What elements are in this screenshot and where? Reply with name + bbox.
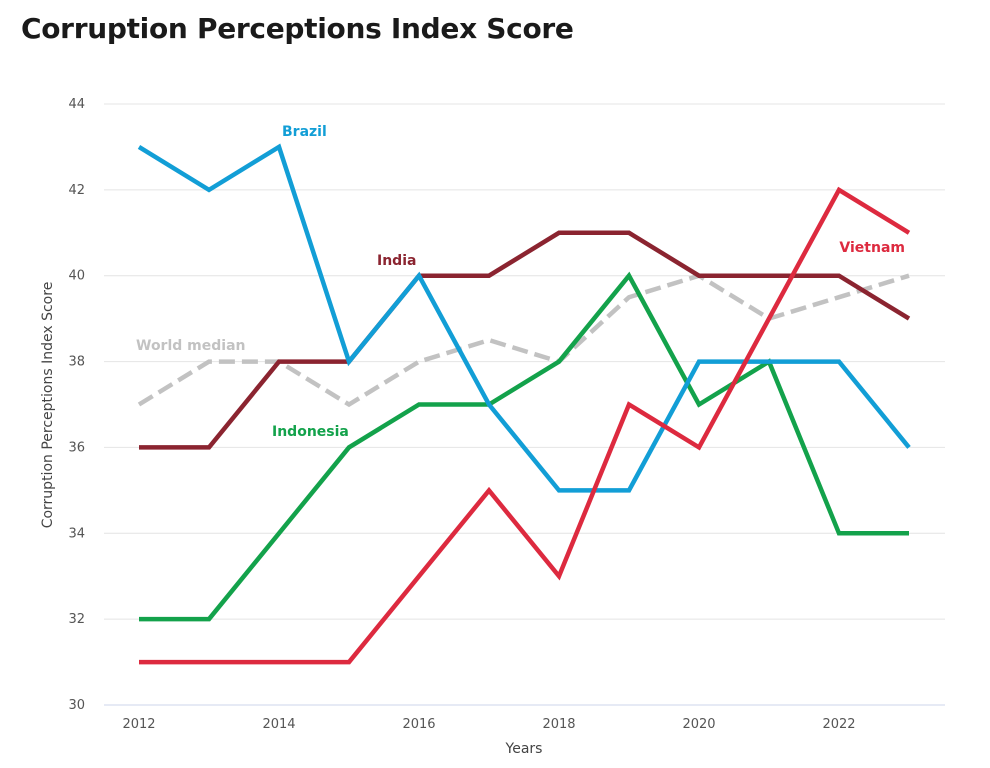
x-tick-label: 2018 — [542, 717, 575, 732]
x-tick-label: 2016 — [402, 717, 435, 732]
series-label-vietnam: Vietnam — [839, 240, 905, 256]
series-lines — [137, 143, 911, 665]
y-tick-label: 44 — [68, 97, 85, 112]
y-tick-label: 34 — [68, 526, 85, 541]
series-label-indonesia: Indonesia — [272, 424, 349, 440]
x-axis-label: Years — [505, 741, 543, 757]
series-label-brazil: Brazil — [282, 124, 327, 140]
y-tick-label: 32 — [68, 612, 85, 627]
y-tick-label: 30 — [68, 698, 85, 713]
y-tick-label: 42 — [68, 183, 85, 198]
chart-title: Corruption Perceptions Index Score — [21, 12, 574, 45]
x-tick-label: 2012 — [122, 717, 155, 732]
x-tick-label: 2020 — [682, 717, 715, 732]
x-tick-label: 2014 — [262, 717, 295, 732]
y-tick-label: 38 — [68, 355, 85, 370]
series-label-world-median: World median — [136, 338, 245, 354]
series-label-india: India — [377, 253, 416, 269]
series-line-vietnam — [139, 186, 911, 665]
series-line-brazil — [137, 143, 911, 493]
series-labels: World median India Indonesia Brazil Vietnam — [136, 124, 905, 440]
series-line-india — [139, 230, 911, 450]
series-line-world-median — [137, 273, 910, 408]
x-axis-ticks: 2012 2014 2016 2018 2020 2022 — [122, 717, 855, 732]
y-tick-label: 40 — [68, 269, 85, 284]
y-axis-ticks: 30 32 34 36 38 40 42 44 — [68, 97, 85, 713]
y-tick-label: 36 — [68, 440, 85, 455]
x-tick-label: 2022 — [822, 717, 855, 732]
series-line-indonesia — [139, 271, 909, 622]
y-axis-label: Corruption Perceptions Index Score — [40, 282, 56, 529]
